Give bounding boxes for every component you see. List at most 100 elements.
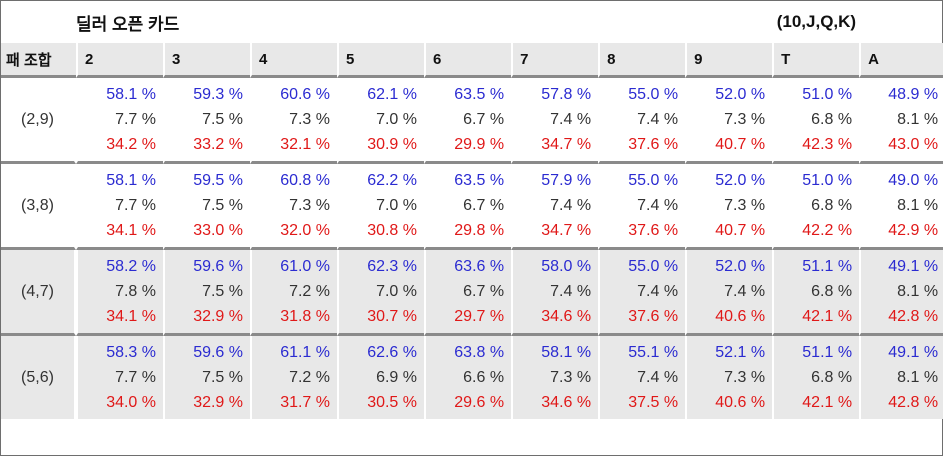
lose-probability: 42.2 % [802, 222, 853, 239]
push-probability: 7.7 % [115, 197, 156, 214]
push-probability: 6.9 % [376, 369, 417, 386]
win-probability: 60.6 % [280, 86, 330, 103]
win-probability: 49.0 % [888, 172, 939, 189]
header-dealer-card: 7 [511, 43, 599, 78]
lose-probability: 29.8 % [454, 222, 505, 239]
win-probability: 61.1 % [280, 344, 330, 361]
header-combo-label: 패 조합 [1, 43, 76, 78]
lose-probability: 32.0 % [280, 222, 330, 239]
probability-cell: 62.6 % 6.9 % 30.5 % [337, 336, 424, 419]
win-probability: 52.0 % [715, 258, 766, 275]
win-probability: 49.1 % [888, 258, 939, 275]
lose-probability: 31.7 % [280, 394, 330, 411]
lose-probability: 33.0 % [193, 222, 243, 239]
win-probability: 52.0 % [715, 172, 766, 189]
probability-cell: 55.1 % 7.4 % 37.5 % [598, 336, 686, 419]
probability-cell: 55.0 % 7.4 % 37.6 % [598, 250, 686, 336]
title-row: 딜러 오픈 카드 (10,J,Q,K) [1, 1, 943, 43]
push-probability: 6.7 % [463, 283, 505, 300]
lose-probability: 30.8 % [367, 222, 417, 239]
push-probability: 7.3 % [724, 111, 766, 128]
lose-probability: 29.6 % [454, 394, 505, 411]
lose-probability: 34.2 % [106, 136, 156, 153]
lose-probability: 42.8 % [888, 308, 939, 325]
win-probability: 55.0 % [628, 258, 679, 275]
probability-cell: 62.2 % 7.0 % 30.8 % [337, 164, 424, 250]
push-probability: 7.3 % [550, 369, 592, 386]
lose-probability: 40.7 % [715, 136, 766, 153]
push-probability: 6.8 % [811, 197, 853, 214]
win-probability: 62.6 % [367, 344, 417, 361]
lose-probability: 30.5 % [367, 394, 417, 411]
lose-probability: 42.1 % [802, 394, 853, 411]
push-probability: 7.4 % [637, 197, 679, 214]
win-probability: 59.6 % [193, 344, 243, 361]
probability-cell: 51.1 % 6.8 % 42.1 % [772, 336, 860, 419]
lose-probability: 32.9 % [193, 394, 243, 411]
lose-probability: 43.0 % [888, 136, 939, 153]
win-probability: 55.1 % [628, 344, 679, 361]
probability-cell: 59.5 % 7.5 % 33.0 % [163, 164, 250, 250]
header-dealer-card: 6 [424, 43, 512, 78]
push-probability: 7.3 % [289, 111, 330, 128]
probability-cell: 49.0 % 8.1 % 42.9 % [859, 164, 943, 250]
lose-probability: 29.9 % [454, 136, 505, 153]
probability-cell: 63.5 % 6.7 % 29.8 % [424, 164, 512, 250]
push-probability: 7.5 % [202, 197, 243, 214]
probability-cell: 55.0 % 7.4 % 37.6 % [598, 164, 686, 250]
probability-cell: 57.8 % 7.4 % 34.7 % [511, 78, 599, 164]
push-probability: 8.1 % [897, 369, 939, 386]
win-probability: 48.9 % [888, 86, 939, 103]
push-probability: 6.7 % [463, 111, 505, 128]
win-probability: 62.1 % [367, 86, 417, 103]
push-probability: 7.2 % [289, 369, 330, 386]
lose-probability: 32.9 % [193, 308, 243, 325]
push-probability: 7.5 % [202, 369, 243, 386]
lose-probability: 34.6 % [541, 394, 592, 411]
win-probability: 57.8 % [541, 86, 592, 103]
probability-cell: 51.1 % 6.8 % 42.1 % [772, 250, 860, 336]
lose-probability: 42.3 % [802, 136, 853, 153]
push-probability: 7.4 % [637, 283, 679, 300]
probability-cell: 61.1 % 7.2 % 31.7 % [250, 336, 337, 419]
probability-cell: 48.9 % 8.1 % 43.0 % [859, 78, 943, 164]
win-probability: 63.5 % [454, 86, 505, 103]
win-probability: 62.3 % [367, 258, 417, 275]
win-probability: 57.9 % [541, 172, 592, 189]
probability-cell: 59.3 % 7.5 % 33.2 % [163, 78, 250, 164]
lose-probability: 34.1 % [106, 308, 156, 325]
push-probability: 7.0 % [376, 197, 417, 214]
win-probability: 51.0 % [802, 86, 853, 103]
win-probability: 63.6 % [454, 258, 505, 275]
push-probability: 7.4 % [637, 111, 679, 128]
lose-probability: 40.6 % [715, 308, 766, 325]
lose-probability: 33.2 % [193, 136, 243, 153]
header-dealer-card: 5 [337, 43, 424, 78]
dealer-group-note: (10,J,Q,K) [776, 12, 857, 31]
probability-cell: 52.0 % 7.3 % 40.7 % [685, 78, 773, 164]
lose-probability: 34.7 % [541, 222, 592, 239]
lose-probability: 34.1 % [106, 222, 156, 239]
table-title: 딜러 오픈 카드 [76, 14, 180, 34]
win-probability: 58.2 % [106, 258, 156, 275]
push-probability: 7.5 % [202, 111, 243, 128]
win-probability: 59.6 % [193, 258, 243, 275]
header-dealer-card: A [859, 43, 943, 78]
header-dealer-card: 9 [685, 43, 773, 78]
push-probability: 7.3 % [724, 197, 766, 214]
push-probability: 6.8 % [811, 283, 853, 300]
probability-cell: 52.1 % 7.3 % 40.6 % [685, 336, 773, 419]
push-probability: 7.4 % [550, 111, 592, 128]
table-row: (3,8) 58.1 % 7.7 % 34.1 % 59.5 % 7.5 % 33.0 % 6… [1, 164, 943, 250]
push-probability: 7.8 % [115, 283, 156, 300]
push-probability: 8.1 % [897, 283, 939, 300]
push-probability: 7.4 % [724, 283, 766, 300]
push-probability: 7.7 % [115, 111, 156, 128]
lose-probability: 34.7 % [541, 136, 592, 153]
lose-probability: 37.5 % [628, 394, 679, 411]
lose-probability: 29.7 % [454, 308, 505, 325]
push-probability: 8.1 % [897, 111, 939, 128]
probability-cell: 51.0 % 6.8 % 42.3 % [772, 78, 860, 164]
